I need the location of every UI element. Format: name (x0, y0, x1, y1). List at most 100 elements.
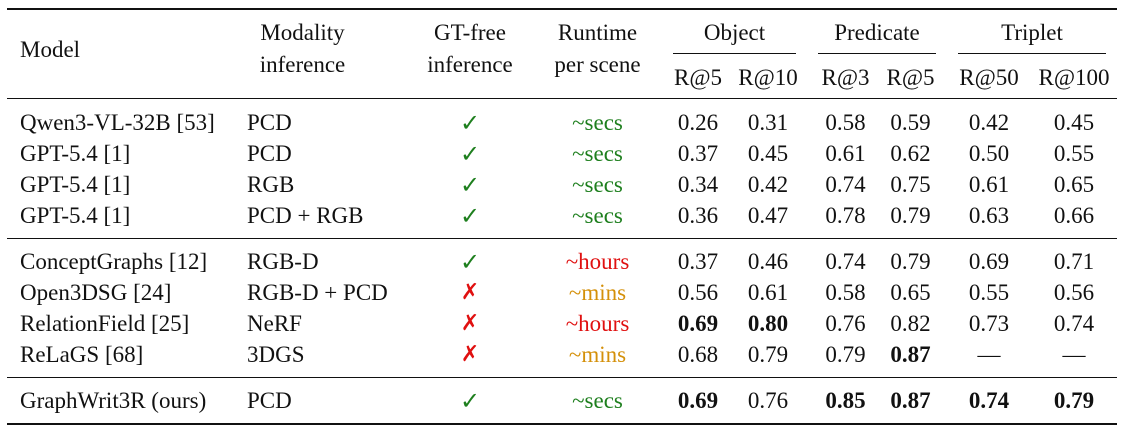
cell-model: Open3DSG [24] (20, 280, 172, 305)
cell-metric: 0.74 (1053, 311, 1095, 336)
cell-metric: 0.45 (747, 141, 789, 166)
checkmark-icon: ✓ (459, 387, 481, 415)
cell-metric: 0.79 (890, 249, 931, 274)
cell-modality: 3DGS (247, 342, 305, 367)
header-gtfree-line1: GT-free (434, 20, 506, 45)
cell-model: Qwen3-VL-32B [53] (20, 110, 215, 135)
cell-metric: 0.63 (968, 203, 1010, 228)
section-rule-2 (7, 377, 1117, 378)
header-triplet-group: Triplet (1001, 20, 1063, 45)
header-sub-object-r5: R@5 (673, 65, 723, 90)
cell-runtime: ~mins (568, 280, 627, 305)
object-group-rule (673, 53, 796, 54)
cell-runtime: ~secs (572, 388, 623, 413)
cell-metric: 0.69 (677, 388, 719, 413)
cell-metric: 0.61 (825, 141, 866, 166)
cell-metric: 0.42 (747, 172, 789, 197)
cell-model: ReLaGS [68] (20, 342, 144, 367)
cell-metric: 0.58 (825, 280, 866, 305)
cell-metric: 0.87 (890, 388, 931, 413)
cell-modality: RGB-D + PCD (247, 280, 388, 305)
cell-metric: 0.47 (747, 203, 789, 228)
cell-runtime: ~secs (572, 141, 623, 166)
section-rule-1 (7, 238, 1117, 239)
cell-metric: 0.74 (825, 172, 866, 197)
cell-metric: 0.56 (1053, 280, 1095, 305)
cell-modality: PCD (247, 110, 292, 135)
cell-metric: 0.36 (677, 203, 719, 228)
cell-metric: 0.74 (968, 388, 1010, 413)
cell-metric: 0.26 (677, 110, 719, 135)
header-runtime-line1: Runtime (557, 20, 638, 45)
header-model: Model (20, 37, 81, 62)
cell-metric: 0.42 (968, 110, 1010, 135)
checkmark-icon: ✓ (459, 140, 481, 168)
cell-runtime: ~hours (565, 249, 630, 274)
cell-metric: 0.34 (677, 172, 719, 197)
header-sub-predicate-r5: R@5 (886, 65, 935, 90)
cell-metric: 0.66 (1053, 203, 1095, 228)
cell-modality: RGB-D (247, 249, 319, 274)
cell-metric: 0.59 (890, 110, 931, 135)
cross-icon: ✗ (460, 342, 480, 367)
cell-modality: PCD + RGB (247, 203, 364, 228)
header-object-group: Object (703, 20, 766, 45)
cell-model: GPT-5.4 [1] (20, 172, 131, 197)
cross-icon: ✗ (460, 311, 480, 336)
cell-metric: 0.69 (968, 249, 1010, 274)
cell-metric: 0.65 (890, 280, 931, 305)
checkmark-icon: ✓ (459, 248, 481, 276)
cell-metric: 0.79 (890, 203, 931, 228)
cell-metric: 0.74 (825, 249, 866, 274)
cell-metric: 0.85 (825, 388, 866, 413)
bottom-rule (7, 423, 1117, 425)
cell-metric: 0.80 (747, 311, 789, 336)
cell-runtime: ~mins (568, 342, 627, 367)
cell-metric: 0.79 (825, 342, 866, 367)
cell-metric: 0.58 (825, 110, 866, 135)
cell-runtime: ~secs (572, 172, 623, 197)
cell-model: ConceptGraphs [12] (20, 249, 208, 274)
cross-icon: ✗ (460, 280, 480, 305)
cell-metric: 0.55 (968, 280, 1010, 305)
cell-metric: 0.55 (1053, 141, 1095, 166)
cell-metric: 0.37 (677, 141, 719, 166)
header-gtfree-line2: inference (427, 52, 513, 77)
header-sub-predicate-r3: R@3 (821, 65, 870, 90)
cell-metric: 0.65 (1053, 172, 1095, 197)
cell-metric: 0.76 (825, 311, 866, 336)
cell-modality: PCD (247, 141, 292, 166)
header-predicate-group: Predicate (834, 20, 920, 45)
header-rule (7, 98, 1117, 99)
predicate-group-rule (818, 53, 936, 54)
cell-metric: 0.61 (747, 280, 789, 305)
cell-metric: 0.31 (747, 110, 789, 135)
cell-model: GraphWrit3R (ours) (20, 388, 207, 413)
checkmark-icon: ✓ (459, 202, 481, 230)
cell-metric: 0.56 (677, 280, 719, 305)
triplet-group-rule (958, 53, 1106, 54)
header-runtime-line2: per scene (554, 52, 641, 77)
cell-metric: 0.71 (1053, 249, 1095, 274)
cell-metric: 0.76 (747, 388, 789, 413)
cell-metric: 0.62 (890, 141, 931, 166)
cell-metric: 0.68 (677, 342, 719, 367)
cell-metric: 0.79 (747, 342, 789, 367)
cell-model: GPT-5.4 [1] (20, 203, 131, 228)
cell-metric: 0.45 (1053, 110, 1095, 135)
cell-model: GPT-5.4 [1] (20, 141, 131, 166)
cell-metric: 0.50 (968, 141, 1010, 166)
cell-metric: 0.69 (677, 311, 719, 336)
cell-metric: 0.79 (1053, 388, 1095, 413)
cell-metric: 0.46 (747, 249, 789, 274)
cell-metric: 0.37 (677, 249, 719, 274)
header-sub-triplet-r50: R@50 (959, 65, 1019, 90)
header-modality-line1: Modality (260, 20, 345, 45)
cell-modality: PCD (247, 388, 292, 413)
cell-metric: 0.87 (890, 342, 931, 367)
checkmark-icon: ✓ (459, 171, 481, 199)
cell-metric: 0.82 (890, 311, 931, 336)
header-modality-line2: inference (259, 52, 346, 77)
cell-metric: — (1062, 342, 1086, 367)
